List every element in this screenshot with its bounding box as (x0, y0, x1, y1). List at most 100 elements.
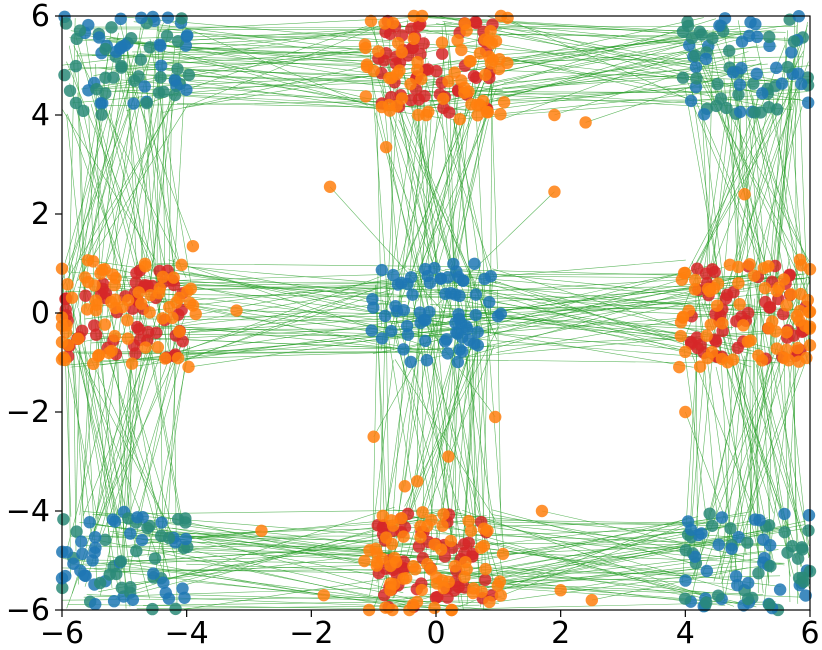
blue-point (135, 533, 149, 547)
orange-point (106, 268, 120, 281)
blue-point (801, 96, 815, 109)
orange-outlier-point (398, 480, 412, 493)
link-line (82, 22, 130, 320)
y-axis: −6 −4 −2 0 2 4 6 (6, 0, 62, 628)
blue-point (182, 68, 196, 82)
blue-point (94, 97, 107, 110)
blue-point (140, 96, 153, 110)
blue-point (378, 309, 392, 323)
link-line (188, 25, 379, 107)
link-line (393, 321, 438, 538)
blue-point (179, 516, 192, 529)
x-axis: −6 −4 −2 0 2 4 6 (40, 610, 820, 650)
link-line (68, 53, 135, 298)
blue-point (711, 589, 725, 602)
orange-point (491, 579, 504, 592)
orange-point (674, 329, 687, 343)
blue-point (713, 19, 726, 32)
link-line (554, 51, 749, 116)
link-line (153, 77, 433, 96)
link-line (61, 22, 164, 281)
orange-point (105, 344, 118, 358)
orange-outlier-point (230, 304, 243, 317)
orange-point (726, 353, 740, 366)
link-line (182, 580, 495, 611)
blue-point (59, 17, 73, 30)
blue-point (791, 552, 805, 565)
blue-point (89, 598, 102, 611)
orange-point (466, 586, 480, 600)
orange-point (428, 601, 441, 615)
link-line (95, 291, 394, 335)
link-line (372, 360, 394, 536)
link-line (83, 585, 462, 598)
orange-point (689, 273, 702, 287)
blue-point (726, 66, 740, 79)
blue-point (764, 559, 777, 573)
blue-point (763, 598, 776, 611)
link-line (100, 329, 155, 596)
blue-point (154, 59, 168, 72)
link-line (451, 80, 715, 116)
link-line (78, 350, 165, 574)
blue-point (457, 274, 470, 287)
orange-point (395, 46, 408, 59)
link-line (482, 42, 684, 85)
link-line (541, 510, 745, 557)
blue-point (114, 555, 128, 568)
link-line (453, 282, 794, 317)
link-line (73, 348, 394, 353)
blue-point (93, 576, 107, 590)
blue-point (750, 67, 763, 81)
blue-point (714, 92, 728, 105)
orange-point (121, 332, 135, 345)
link-line (148, 46, 176, 302)
scatter-points (55, 9, 817, 617)
blue-point (787, 35, 801, 48)
link-line (79, 350, 123, 530)
link-line (167, 19, 368, 106)
orange-point (741, 335, 755, 348)
link-line (441, 270, 471, 518)
red-point (478, 573, 492, 587)
link-line (425, 570, 726, 607)
link-line (153, 263, 426, 288)
link-line (107, 555, 324, 596)
orange-point (108, 278, 121, 292)
red-point (132, 322, 146, 336)
link-line (80, 559, 413, 564)
blue-point (386, 268, 400, 282)
orange-point (98, 318, 112, 331)
orange-point (715, 352, 729, 366)
link-line (495, 45, 759, 91)
blue-point (106, 513, 120, 526)
y-tick-label: 4 (31, 98, 50, 133)
blue-point (763, 39, 776, 53)
blue-point (773, 583, 787, 596)
orange-point (370, 559, 383, 572)
blue-point (770, 61, 783, 75)
blue-point (59, 569, 72, 583)
blue-point (762, 519, 776, 532)
blue-point (749, 18, 762, 31)
link-line (136, 316, 489, 367)
link-line (185, 276, 431, 360)
orange-point (386, 519, 400, 532)
orange-point (780, 326, 793, 339)
blue-point (722, 44, 736, 58)
link-line (91, 343, 183, 536)
blue-point (138, 80, 151, 93)
blue-point (385, 324, 398, 338)
link-line (453, 273, 806, 338)
orange-point (458, 86, 471, 99)
blue-point (75, 535, 88, 548)
blue-point (700, 564, 714, 578)
link-line (88, 353, 172, 533)
link-line (459, 520, 683, 544)
blue-point (162, 531, 176, 545)
blue-point (741, 536, 754, 549)
link-line (485, 90, 723, 116)
blue-point (684, 523, 698, 536)
link-line (145, 327, 471, 360)
